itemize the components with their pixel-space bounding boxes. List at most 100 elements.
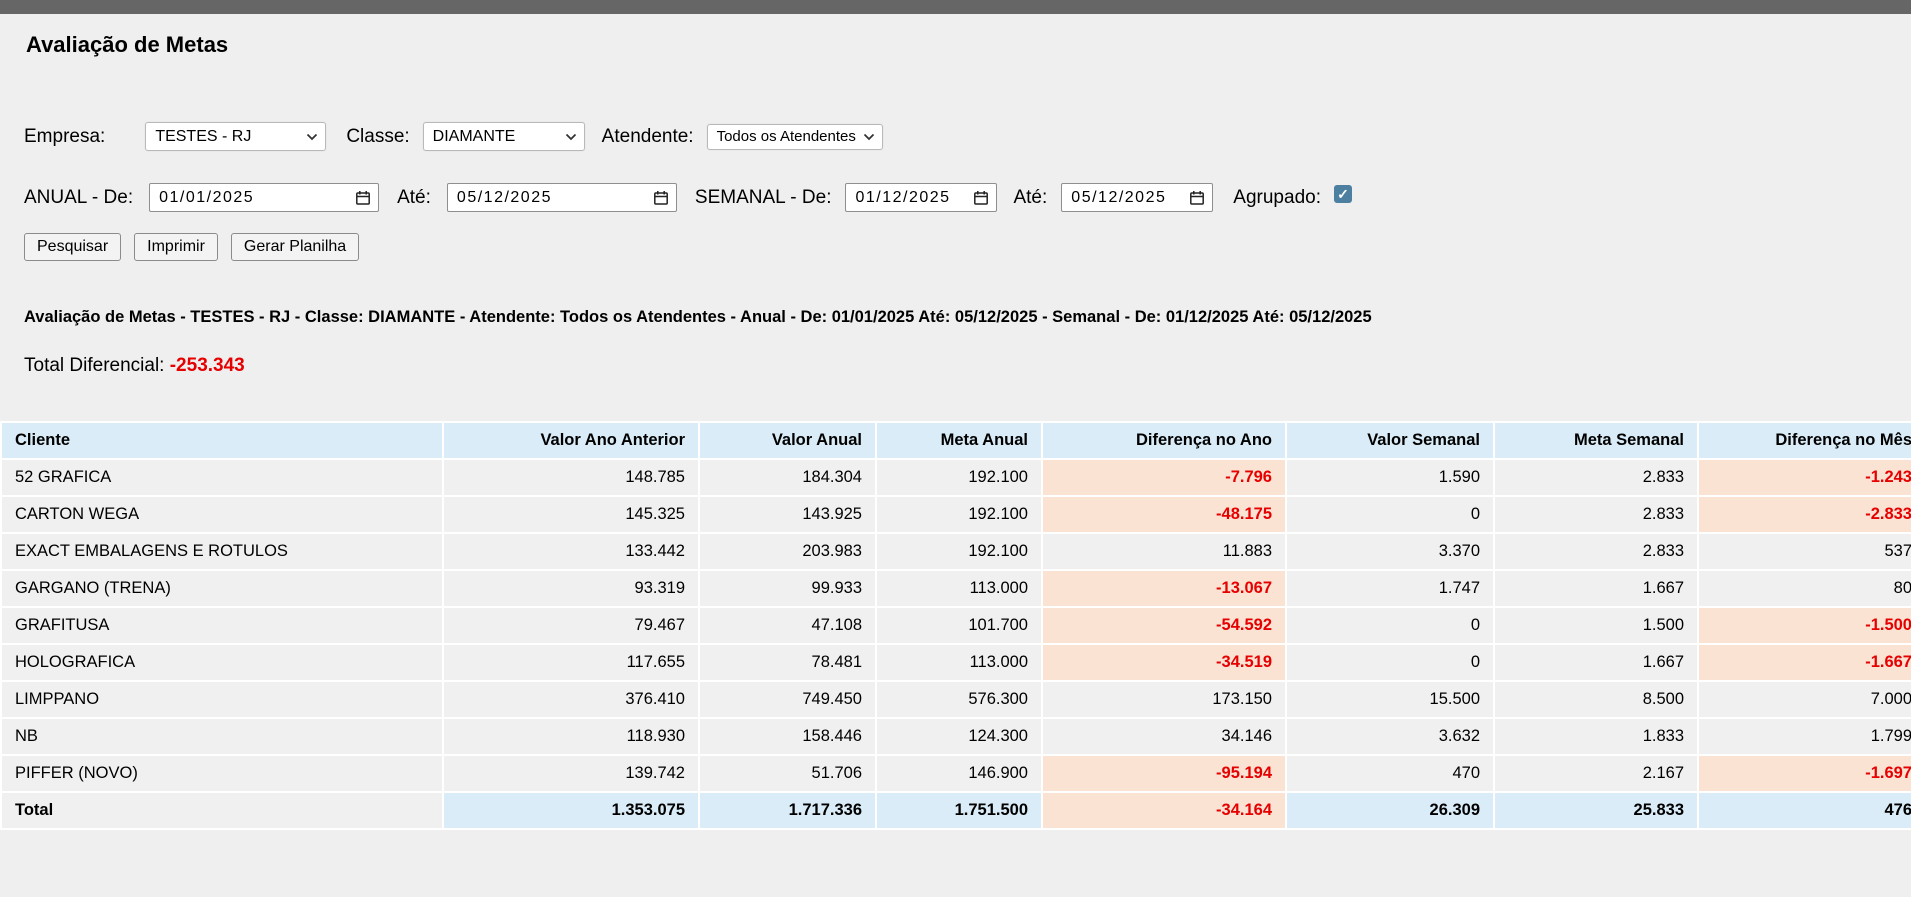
table-cell: 1.667 (1495, 571, 1697, 606)
calendar-icon (974, 190, 989, 205)
table-cell: 113.000 (877, 645, 1041, 680)
table-cell: 79.467 (444, 608, 698, 643)
table-cell: 476 (1699, 793, 1911, 828)
table-cell: 113.000 (877, 571, 1041, 606)
table-cell: -1.697 (1699, 756, 1911, 791)
table-row: PIFFER (NOVO) 139.742 51.706 146.900 -95.194… (2, 756, 1911, 791)
table-cell: CARTON WEGA (2, 497, 442, 532)
table-cell: GRAFITUSA (2, 608, 442, 643)
table-row: HOLOGRAFICA 117.655 78.481 113.000 -34.519 0 1… (2, 645, 1911, 680)
table-cell: 2.833 (1495, 534, 1697, 569)
table-cell: 184.304 (700, 460, 875, 495)
anual-de-input[interactable]: 01/01/2025 (149, 183, 380, 212)
table-cell: 101.700 (877, 608, 1041, 643)
date-row: ANUAL - De: 01/01/2025 Até: 05/12/2025 S… (24, 183, 1911, 212)
table-cell: 133.442 (444, 534, 698, 569)
table-cell: GARGANO (TRENA) (2, 571, 442, 606)
column-header: Meta Anual (877, 423, 1041, 458)
gerar-planilha-button[interactable]: Gerar Planilha (230, 233, 360, 261)
table-cell: 1.747 (1287, 571, 1493, 606)
table-cell: 1.667 (1495, 645, 1697, 680)
table-cell: 158.446 (700, 719, 875, 754)
table-cell: 25.833 (1495, 793, 1697, 828)
table-cell: 2.167 (1495, 756, 1697, 791)
table-cell: NB (2, 719, 442, 754)
table-cell: 173.150 (1043, 682, 1285, 717)
total-row: Total 1.353.075 1.717.336 1.751.500 -34.164 2… (2, 793, 1911, 828)
semanal-ate-label: Até: (1013, 186, 1048, 208)
calendar-icon (1190, 190, 1205, 205)
table-cell: 34.146 (1043, 719, 1285, 754)
table-cell: 118.930 (444, 719, 698, 754)
table-cell: 7.000 (1699, 682, 1911, 717)
table-cell: 192.100 (877, 460, 1041, 495)
table-cell: -1.500 (1699, 608, 1911, 643)
table-cell: 1.717.336 (700, 793, 875, 828)
table-cell: 0 (1287, 645, 1493, 680)
metas-table: Cliente Valor Ano Anterior Valor Anual Meta… (0, 421, 1911, 830)
agrupado-label: Agrupado: (1233, 186, 1321, 208)
table-cell: 80 (1699, 571, 1911, 606)
table-cell: 1.833 (1495, 719, 1697, 754)
column-header: Meta Semanal (1495, 423, 1697, 458)
semanal-de-label: SEMANAL - De: (694, 186, 832, 208)
semanal-ate-value: 05/12/2025 (1071, 188, 1167, 206)
semanal-de-input[interactable]: 01/12/2025 (845, 183, 998, 212)
table-row: 52 GRAFICA 148.785 184.304 192.100 -7.796 1.5… (2, 460, 1911, 495)
table-cell: 15.500 (1287, 682, 1493, 717)
table-cell: -7.796 (1043, 460, 1285, 495)
table-row: CARTON WEGA 145.325 143.925 192.100 -48.175 0… (2, 497, 1911, 532)
table-cell: EXACT EMBALAGENS E ROTULOS (2, 534, 442, 569)
table-header-row: Cliente Valor Ano Anterior Valor Anual Meta… (2, 423, 1911, 458)
table-row: NB 118.930 158.446 124.300 34.146 3.632 1.833 1… (2, 719, 1911, 754)
table-cell: 470 (1287, 756, 1493, 791)
semanal-de-value: 01/12/2025 (855, 188, 951, 206)
page-title: Avaliação de Metas (26, 32, 229, 57)
table-cell: 26.309 (1287, 793, 1493, 828)
table-cell: 3.632 (1287, 719, 1493, 754)
classe-select[interactable]: DIAMANTE (422, 122, 585, 151)
table-cell: Total (2, 793, 442, 828)
classe-select-value: DIAMANTE (432, 127, 516, 145)
agrupado-checkbox[interactable] (1333, 184, 1352, 203)
anual-de-label: ANUAL - De: (24, 186, 134, 208)
table-cell: 8.500 (1495, 682, 1697, 717)
chevron-down-icon (863, 133, 874, 140)
column-header: Diferença no Ano (1043, 423, 1285, 458)
table-cell: 93.319 (444, 571, 698, 606)
atendente-select[interactable]: Todos os Atendentes (706, 123, 883, 150)
table-cell: 51.706 (700, 756, 875, 791)
calendar-icon (653, 190, 668, 205)
filter-row: Empresa: TESTES - RJ Classe: DIAMANTE At… (24, 122, 1911, 151)
anual-ate-value: 05/12/2025 (456, 188, 552, 206)
anual-de-value: 01/01/2025 (159, 188, 255, 206)
table-cell: 145.325 (444, 497, 698, 532)
anual-ate-input[interactable]: 05/12/2025 (446, 183, 677, 212)
table-cell: 376.410 (444, 682, 698, 717)
empresa-label: Empresa: (24, 125, 106, 147)
table-cell: 146.900 (877, 756, 1041, 791)
empresa-select-value: TESTES - RJ (155, 127, 252, 145)
empresa-select[interactable]: TESTES - RJ (145, 122, 327, 151)
anual-ate-label: Até: (397, 186, 431, 208)
table-cell: 143.925 (700, 497, 875, 532)
total-diferencial-value: -253.343 (169, 355, 245, 376)
total-diferencial-label: Total Diferencial: (24, 355, 165, 376)
table-cell: 139.742 (444, 756, 698, 791)
table-cell: 537 (1699, 534, 1911, 569)
top-bar (0, 0, 1911, 14)
imprimir-button[interactable]: Imprimir (134, 233, 218, 261)
report-summary: Avaliação de Metas - TESTES - RJ - Class… (24, 308, 1372, 326)
pesquisar-button[interactable]: Pesquisar (24, 233, 122, 261)
table-cell: 11.883 (1043, 534, 1285, 569)
table-cell: 148.785 (444, 460, 698, 495)
button-row: Pesquisar Imprimir Gerar Planilha (24, 233, 1911, 261)
semanal-ate-input[interactable]: 05/12/2025 (1061, 183, 1214, 212)
table-cell: -13.067 (1043, 571, 1285, 606)
table-cell: 3.370 (1287, 534, 1493, 569)
table-cell: 1.590 (1287, 460, 1493, 495)
table-cell: 203.983 (700, 534, 875, 569)
table-cell: -34.164 (1043, 793, 1285, 828)
table-cell: 749.450 (700, 682, 875, 717)
table-cell: 576.300 (877, 682, 1041, 717)
